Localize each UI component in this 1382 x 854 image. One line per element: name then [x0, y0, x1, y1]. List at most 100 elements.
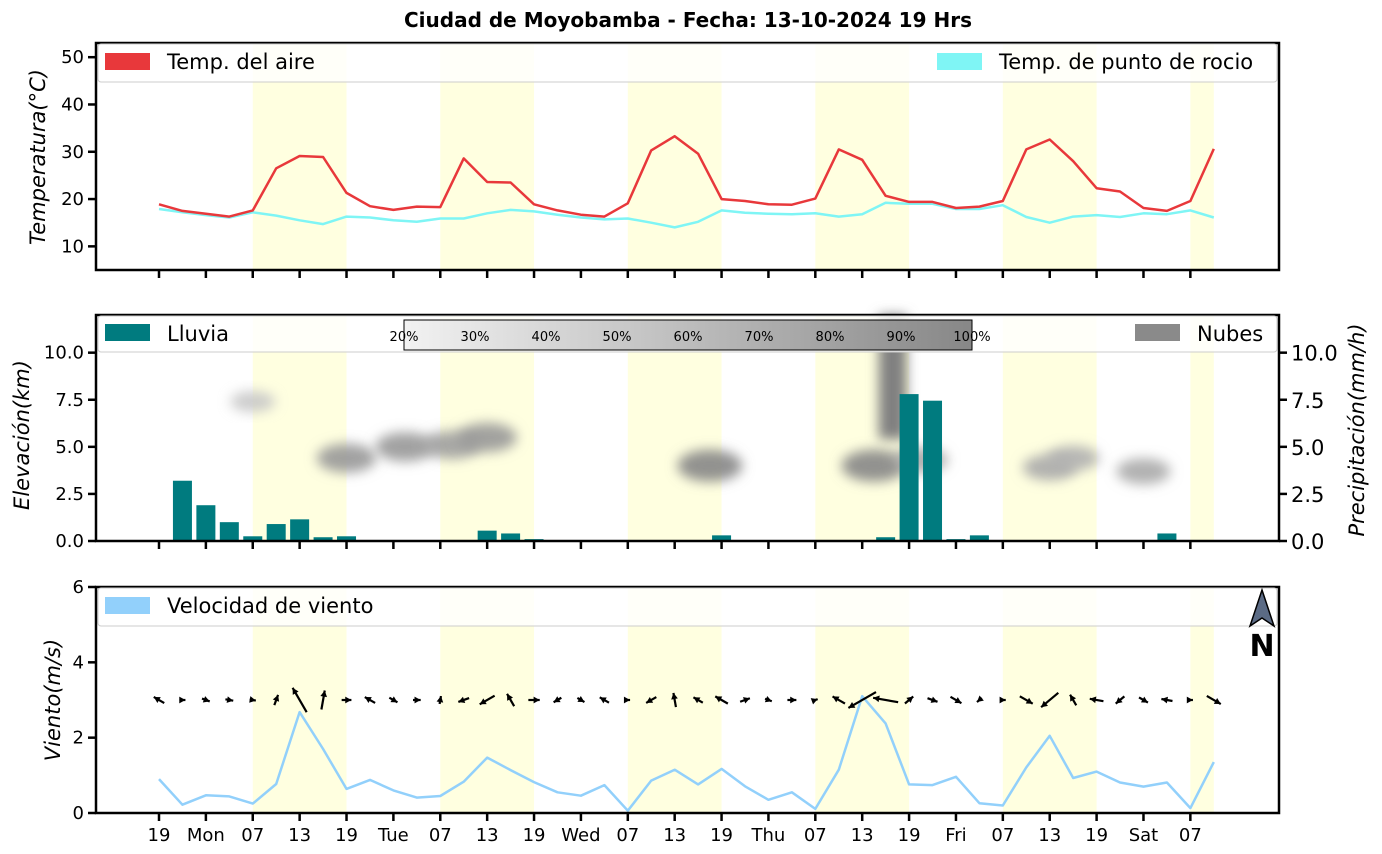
figure-title: Ciudad de Moyobamba - Fecha: 13-10-2024 …: [404, 8, 972, 32]
temperature-panel: 10 20 30 40 50 Temperatura(°C) Temp. del air…: [26, 41, 1281, 278]
north-compass: N: [1248, 587, 1276, 664]
temperature-y-label: Temperatura(°C): [26, 69, 50, 245]
wind-y-label: Viento(m/s): [41, 639, 65, 761]
wind-arrow: [272, 694, 280, 706]
wind-arrow: [576, 696, 585, 703]
x-tick-label: 19: [898, 825, 921, 846]
wind-arrow: [1019, 695, 1034, 705]
rain-bar: [477, 530, 497, 541]
x-tick-label: 07: [429, 825, 452, 846]
wind-arrow: [388, 696, 399, 704]
x-tick-label: 19: [523, 825, 546, 846]
y-tick-label: 30: [61, 142, 84, 163]
dew-point-legend-swatch: [937, 53, 982, 70]
wind-arrow: [927, 696, 938, 703]
x-tick-label: Sat: [1129, 825, 1159, 846]
day-band: [1002, 315, 1097, 541]
y2-tick-label: 2.5: [1291, 483, 1324, 507]
temperature-x-ticks: [157, 270, 1192, 278]
wind-x-ticks: 19 Mon 07 13 19 Tue 07 13 19 Wed 07 13 19 Thu 07 13 19 Fr…: [148, 813, 1202, 846]
x-tick-label: 13: [663, 825, 686, 846]
y2-tick-label: 10.0: [1291, 342, 1338, 366]
wind-arrow: [847, 691, 877, 709]
rain-bar: [196, 505, 216, 541]
wind-arrow: [904, 695, 914, 705]
y-tick-label: 20: [61, 189, 84, 210]
wind-arrow: [153, 696, 165, 704]
wind-axes-frame: [94, 585, 1281, 815]
x-tick-label: 19: [148, 825, 171, 846]
wind-arrow: [671, 692, 678, 708]
cloud-legend-swatch: [1135, 324, 1180, 341]
y-tick-label: 10: [61, 236, 84, 257]
temperature-y-ticks: 10 20 30 40 50: [61, 47, 96, 257]
x-tick-label: 13: [1038, 825, 1061, 846]
wind-arrow: [831, 695, 846, 705]
cloud-legend-label: Nubes: [1197, 322, 1263, 346]
wind-legend: Velocidad de viento: [97, 587, 1278, 627]
rain-bar: [712, 535, 732, 541]
colorbar-label: 40%: [532, 330, 561, 345]
y-tick-label: 2: [73, 728, 84, 749]
rain-bar: [923, 400, 943, 541]
wind-arrow: [291, 687, 308, 713]
x-tick-label: 07: [991, 825, 1014, 846]
wind-arrow: [714, 695, 729, 705]
day-band: [1190, 315, 1214, 541]
wind-speed-line: [158, 694, 1215, 812]
y-tick-label: 4: [73, 652, 84, 673]
temperature-legend: Temp. del aire Temp. de punto de rocio: [97, 43, 1278, 83]
wind-y-ticks: 0 2 4 6: [73, 577, 96, 824]
air-temp-legend-label: Temp. del aire: [166, 50, 315, 74]
wind-arrow: [1161, 696, 1173, 704]
wind-arrow: [553, 696, 562, 704]
x-tick-label: Fri: [945, 825, 966, 846]
rain-bar: [899, 394, 919, 541]
x-tick-label: 07: [1179, 825, 1202, 846]
wind-arrow: [1138, 696, 1149, 704]
y-tick-label: 0: [73, 803, 84, 824]
rain-axes-frame: [94, 313, 1281, 543]
temperature-lines: [158, 134, 1215, 229]
rain-bar: [501, 533, 521, 541]
wind-arrow: [364, 696, 376, 704]
colorbar-label: 60%: [674, 330, 703, 345]
rain-legend-swatch: [105, 324, 150, 341]
wind-arrow: [764, 695, 773, 703]
north-label: N: [1249, 629, 1274, 664]
cloud-colorbar: 20% 30% 40% 50% 60% 70% 80% 90% 100%: [390, 319, 991, 351]
rain-bar: [243, 536, 263, 541]
y-tick-label: 2.5: [55, 484, 84, 505]
x-tick-label: Thu: [751, 825, 786, 846]
air-temp-legend-swatch: [105, 53, 150, 70]
precipitation-y-label: Precipitación(mm/h): [1345, 323, 1369, 536]
x-tick-label: 19: [335, 825, 358, 846]
y-tick-label: 7.5: [55, 390, 84, 411]
wind-arrow: [506, 693, 516, 707]
rain-cloud-panel: 0.0 2.5 5.0 7.5 10.0 0.0 2.5 5.0 7.5 10.0 Elevac…: [10, 313, 1369, 554]
colorbar-label: 20%: [390, 330, 419, 345]
rain-bar: [172, 480, 192, 541]
rain-bar: [313, 537, 333, 541]
wind-arrow: [999, 696, 1006, 704]
x-tick-label: 19: [710, 825, 733, 846]
wind-arrow: [1089, 696, 1104, 704]
rain-bar: [290, 519, 310, 541]
y-tick-label: 50: [61, 47, 84, 68]
x-tick-label: 07: [616, 825, 639, 846]
x-tick-label: 07: [241, 825, 264, 846]
x-tick-label: 13: [851, 825, 874, 846]
colorbar-label: 30%: [461, 330, 490, 345]
wind-arrow: [787, 696, 797, 704]
y2-tick-label: 5.0: [1291, 436, 1324, 460]
colorbar-label: 50%: [603, 330, 632, 345]
x-tick-label: Tue: [377, 825, 409, 846]
day-band: [1190, 587, 1214, 813]
cloud-blob: [1116, 458, 1171, 485]
rain-x-ticks: [157, 541, 1192, 549]
elevation-y-label: Elevación(km): [10, 360, 34, 510]
wind-arrow: [528, 696, 540, 704]
rain-bar: [876, 537, 896, 541]
cloud-blob: [316, 443, 377, 473]
